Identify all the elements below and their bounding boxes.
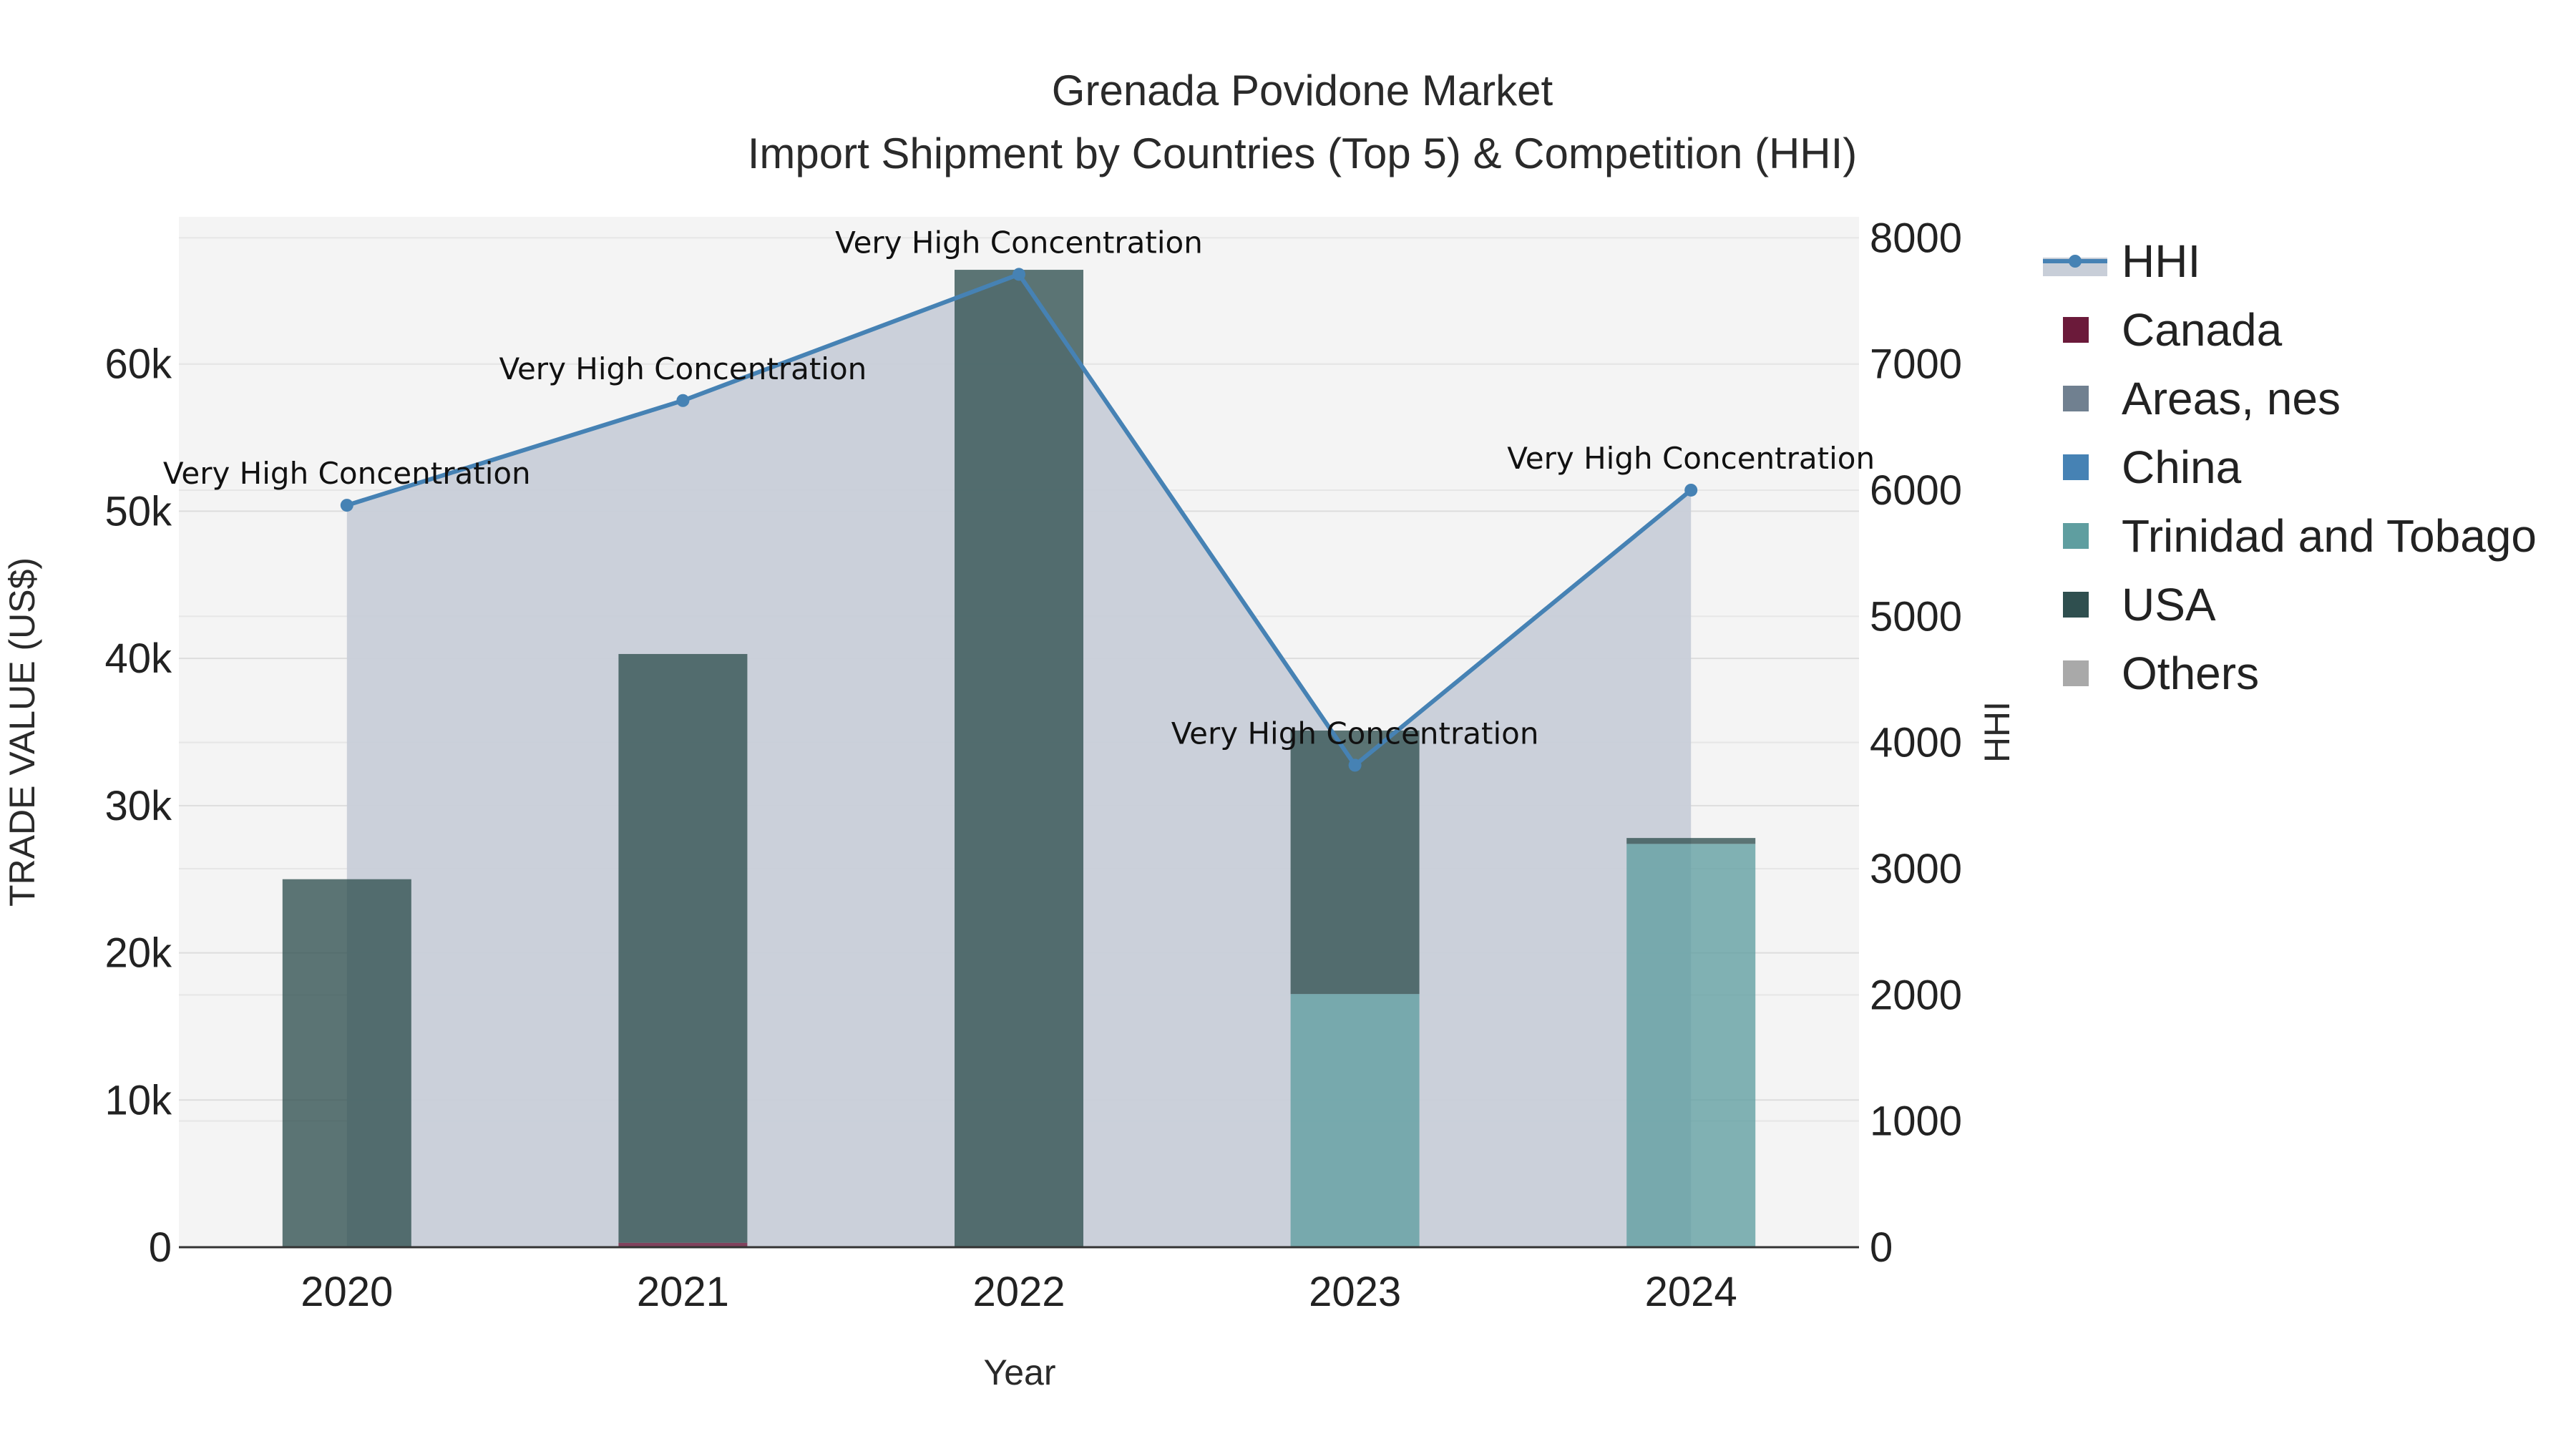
chart-subtitle: Import Shipment by Countries (Top 5) & C…: [748, 130, 1858, 177]
bars: [282, 270, 1756, 1247]
legend-swatch-hhi-marker: [2069, 255, 2082, 268]
y2-tick-label: 3000: [1870, 846, 1962, 892]
legend-item-areas-nes[interactable]: Areas, nes: [2063, 373, 2341, 424]
y-axis-title: TRADE VALUE (US$): [2, 557, 42, 907]
y2-tick-label: 1000: [1870, 1098, 1962, 1145]
legend-item-usa[interactable]: USA: [2063, 579, 2216, 630]
y2-axis-ticks: 0 1000 2000 3000 4000 5000 6000 7000 8000: [1870, 215, 1962, 1271]
y2-tick-label: 5000: [1870, 593, 1962, 640]
y-tick-label: 50k: [104, 488, 172, 535]
bar-usa-2020: [282, 879, 411, 1247]
y2-tick-label: 6000: [1870, 467, 1962, 514]
x-tick-label: 2021: [637, 1269, 729, 1315]
y2-tick-label: 8000: [1870, 215, 1962, 261]
bar-usa-2022: [955, 270, 1083, 1247]
y2-tick-label: 7000: [1870, 341, 1962, 388]
bar-usa-2023: [1290, 730, 1420, 995]
legend-label-canada: Canada: [2122, 304, 2283, 356]
legend-label-others: Others: [2122, 648, 2259, 699]
bar-canada-2021: [618, 1242, 748, 1247]
bar-trinidad-and-tobago-2023: [1290, 994, 1420, 1247]
legend[interactable]: HHI Canada Areas, nes China Trinidad and Tob…: [2043, 235, 2537, 699]
x-tick-label: 2024: [1645, 1269, 1737, 1315]
hhi-point-2023: [1348, 758, 1362, 772]
y-tick-label: 10k: [104, 1077, 172, 1123]
x-tick-label: 2022: [972, 1269, 1065, 1315]
y-tick-label: 30k: [104, 783, 172, 829]
legend-item-canada[interactable]: Canada: [2063, 304, 2283, 356]
bar-usa-2021: [618, 653, 748, 1243]
legend-label-trinidad-and-tobago: Trinidad and Tobago: [2122, 510, 2537, 562]
hhi-point-2024: [1684, 483, 1698, 497]
legend-label-usa: USA: [2122, 579, 2216, 630]
legend-label-china: China: [2122, 441, 2242, 493]
legend-swatch-canada: [2063, 317, 2089, 343]
y2-axis-title: HHI: [1977, 701, 2017, 763]
bar-trinidad-and-tobago-2024: [1626, 844, 1756, 1247]
y2-tick-label: 0: [1870, 1224, 1893, 1271]
legend-swatch-others: [2063, 660, 2089, 686]
y-axis-ticks: 0 10k 20k 30k 40k 50k 60k: [104, 341, 172, 1271]
legend-swatch-areas-nes: [2063, 386, 2089, 411]
y2-tick-label: 4000: [1870, 720, 1962, 766]
hhi-annotation: Very High Concentration: [163, 456, 531, 491]
x-tick-label: 2020: [301, 1269, 393, 1315]
y-tick-label: 40k: [104, 635, 172, 682]
legend-item-china[interactable]: China: [2063, 441, 2242, 493]
hhi-annotation: Very High Concentration: [1171, 716, 1539, 751]
x-axis-title: Year: [983, 1352, 1055, 1392]
legend-item-others[interactable]: Others: [2063, 648, 2259, 699]
chart-title: Grenada Povidone Market: [1052, 67, 1553, 114]
annotations: Very High Concentration Very High Concent…: [163, 225, 1875, 751]
legend-swatch-china: [2063, 454, 2089, 480]
legend-swatch-trinidad-and-tobago: [2063, 523, 2089, 549]
y-tick-label: 20k: [104, 930, 172, 977]
hhi-point-2020: [340, 499, 353, 512]
hhi-point-2022: [1013, 268, 1025, 281]
hhi-point-2021: [676, 394, 690, 407]
x-axis-ticks: 2020 2021 2022 2023 2024: [301, 1269, 1737, 1315]
y-tick-label: 0: [149, 1224, 172, 1271]
x-tick-label: 2023: [1309, 1269, 1401, 1315]
legend-swatch-usa: [2063, 592, 2089, 618]
hhi-annotation: Very High Concentration: [1507, 441, 1875, 476]
y2-tick-label: 2000: [1870, 972, 1962, 1018]
hhi-annotation: Very High Concentration: [835, 225, 1203, 260]
legend-label-hhi: HHI: [2122, 235, 2200, 287]
hhi-line: [340, 268, 1698, 772]
bar-usa-2024: [1626, 838, 1756, 844]
y-tick-label: 60k: [104, 341, 172, 388]
legend-label-areas-nes: Areas, nes: [2122, 373, 2341, 424]
legend-item-trinidad-and-tobago[interactable]: Trinidad and Tobago: [2063, 510, 2537, 562]
legend-item-hhi[interactable]: HHI: [2043, 235, 2200, 287]
hhi-annotation: Very High Concentration: [499, 351, 867, 386]
